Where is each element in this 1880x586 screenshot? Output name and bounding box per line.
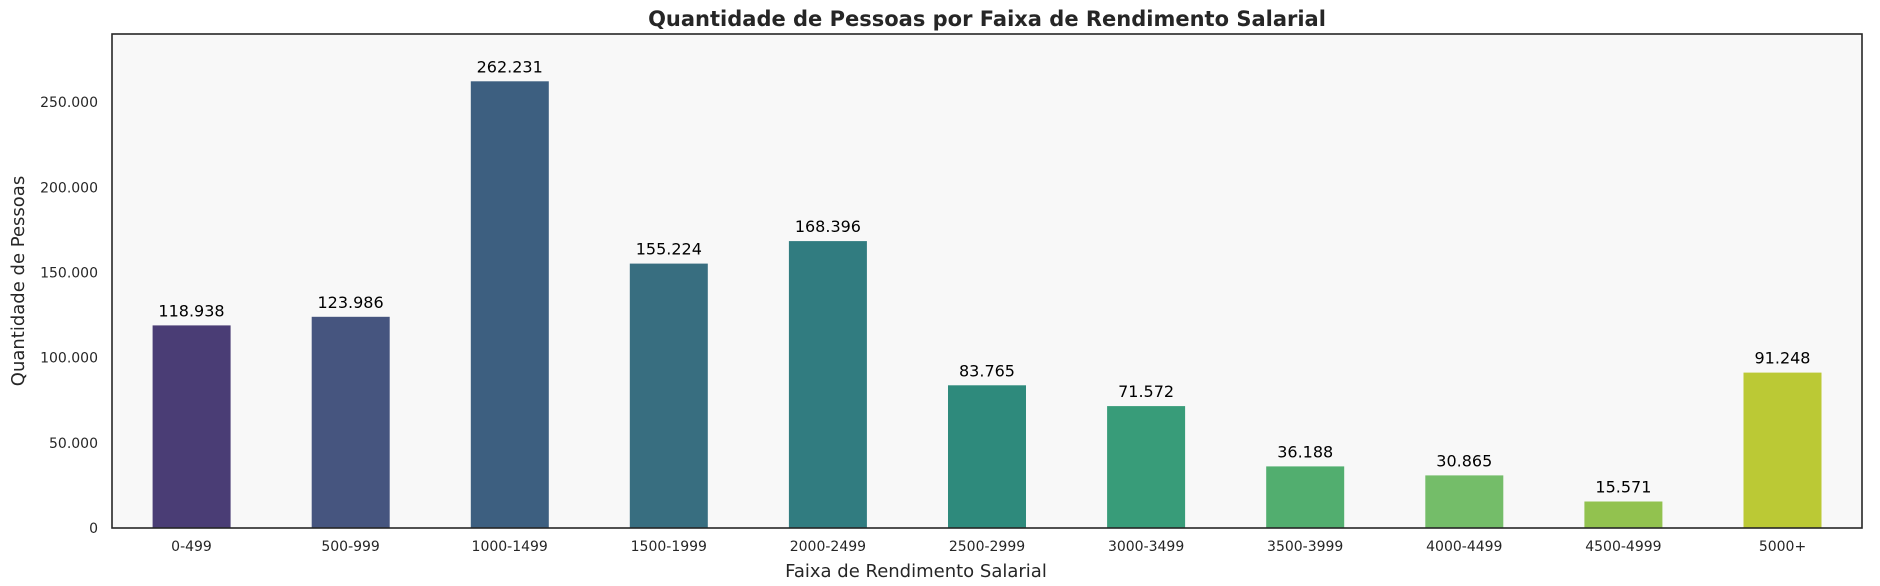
bars-group <box>152 81 1822 529</box>
data-label-500-999: 123.986 <box>318 293 384 312</box>
x-tick-label: 5000+ <box>1759 539 1806 555</box>
data-label-5000+: 91.248 <box>1755 349 1811 368</box>
y-tick-label: 0 <box>89 521 98 537</box>
y-tick-label: 200.000 <box>40 180 98 196</box>
bar-4000-4499 <box>1425 475 1504 528</box>
y-tick-label: 100.000 <box>40 351 98 367</box>
plot-frame <box>111 33 1863 529</box>
y-tick-label: 50.000 <box>49 436 98 452</box>
data-label-2500-2999: 83.765 <box>959 361 1015 380</box>
bar-2000-2499 <box>788 241 867 528</box>
data-label-4000-4499: 30.865 <box>1436 451 1492 470</box>
bar-500-999 <box>311 316 390 528</box>
bar-0-499 <box>152 325 231 528</box>
y-tick-label: 250.000 <box>40 95 98 111</box>
bar-3000-3499 <box>1107 406 1186 528</box>
x-tick-label: 0-499 <box>171 539 212 555</box>
data-label-3000-3499: 71.572 <box>1118 382 1174 401</box>
x-tick-label: 4500-4999 <box>1585 539 1661 555</box>
data-label-2000-2499: 168.396 <box>795 217 861 236</box>
x-tick-label: 2000-2499 <box>790 539 866 555</box>
x-axis-ticks: 0-499 500-999 1000-1499 1500-1999 2000-2499 2… <box>171 539 1806 555</box>
x-tick-label: 2500-2999 <box>949 539 1025 555</box>
data-label-1500-1999: 155.224 <box>636 240 702 259</box>
bar-5000+ <box>1743 372 1822 528</box>
y-axis-label: Quantidade de Pessoas <box>8 176 29 386</box>
data-label-3500-3999: 36.188 <box>1277 442 1333 461</box>
bar-4500-4999 <box>1584 501 1663 528</box>
data-label-0-499: 118.938 <box>158 301 224 320</box>
x-tick-label: 4000-4499 <box>1426 539 1502 555</box>
x-tick-label: 500-999 <box>321 539 380 555</box>
data-label-4500-4999: 15.571 <box>1595 478 1651 497</box>
x-tick-label: 3000-3499 <box>1108 539 1184 555</box>
y-tick-label: 150.000 <box>40 266 98 282</box>
x-tick-label: 3500-3999 <box>1267 539 1343 555</box>
bar-2500-2999 <box>948 385 1026 528</box>
x-tick-label: 1000-1499 <box>472 539 548 555</box>
x-axis-label: Faixa de Rendimento Salarial <box>785 561 1047 582</box>
bar-3500-3999 <box>1266 466 1345 528</box>
data-labels-group: 118.938 123.986 262.231 155.224 168.396 83.76… <box>158 57 1810 496</box>
bar-1500-1999 <box>629 263 708 528</box>
data-label-1000-1499: 262.231 <box>477 57 543 76</box>
bar-1000-1499 <box>470 81 549 529</box>
x-tick-label: 1500-1999 <box>631 539 707 555</box>
y-axis-ticks: 0 50.000 100.000 150.000 200.000 250.000 <box>40 95 98 537</box>
chart-title: Quantidade de Pessoas por Faixa de Rendi… <box>648 7 1326 31</box>
